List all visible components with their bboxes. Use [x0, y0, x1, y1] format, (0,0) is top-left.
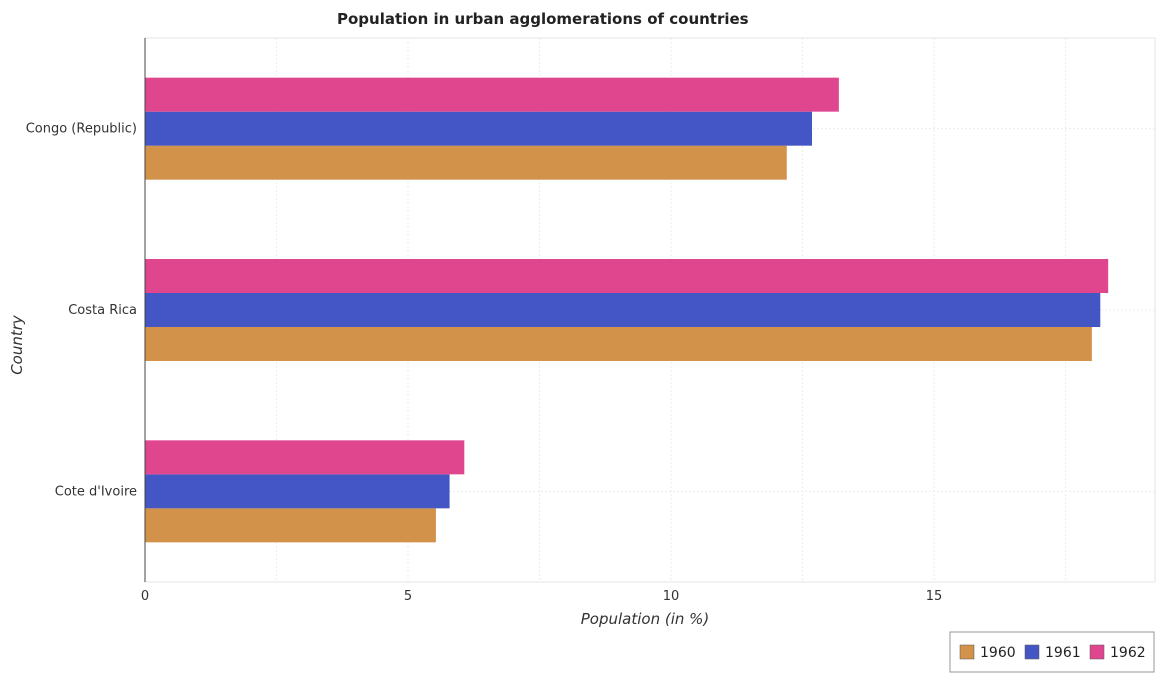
bar-1961: [145, 293, 1101, 327]
y-tick-label: Costa Rica: [68, 303, 137, 318]
y-tick-label: Cote d'Ivoire: [55, 484, 137, 499]
axes: 0 5 10 15 Congo (Republic) Costa Rica Cote d'I…: [26, 38, 943, 604]
x-axis-title: Population (in %): [581, 610, 710, 628]
x-tick-label: 10: [663, 589, 680, 604]
chart-title: Population in urban agglomerations of co…: [337, 10, 749, 28]
y-tick-label: Congo (Republic): [26, 122, 137, 137]
legend-label-1962: 1962: [1110, 645, 1146, 661]
x-tick-label: 5: [404, 589, 412, 604]
legend-swatch-1960: [959, 644, 975, 660]
x-tick-label: 0: [141, 589, 149, 604]
bar-1961: [145, 111, 813, 146]
legend: 1960 1961 1962: [949, 631, 1155, 673]
legend-swatch-1962: [1089, 644, 1105, 660]
bar-1960: [145, 145, 787, 180]
legend-label-1961: 1961: [1045, 645, 1081, 661]
y-axis-title: Country: [8, 314, 26, 375]
legend-box: [949, 631, 1155, 673]
bar-1962: [145, 259, 1109, 293]
legend-label-1960: 1960: [980, 645, 1016, 661]
bar-1961: [145, 474, 450, 509]
legend-swatch-1961: [1024, 644, 1040, 660]
x-tick-label: 15: [926, 589, 943, 604]
bar-1962: [145, 440, 465, 475]
bar-1962: [145, 77, 839, 112]
bar-1960: [145, 508, 436, 543]
bar-1960: [145, 327, 1092, 361]
bars: [145, 77, 1109, 543]
